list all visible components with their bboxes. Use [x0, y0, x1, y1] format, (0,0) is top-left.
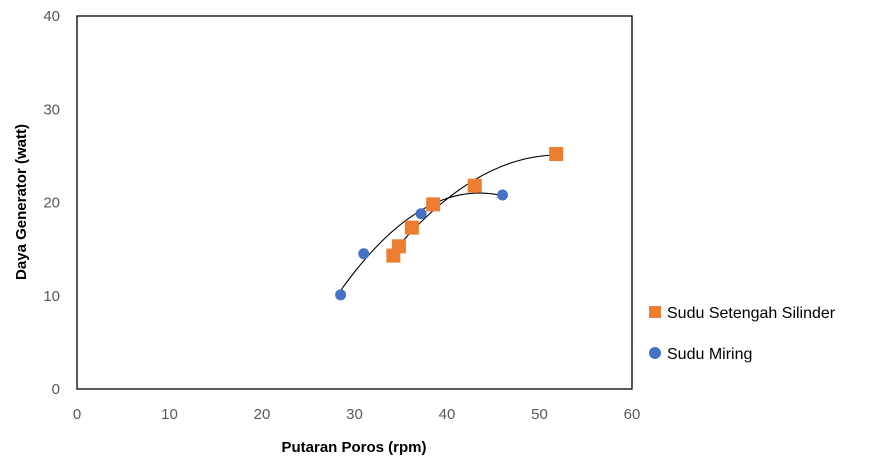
y-tick-label: 10 [43, 288, 60, 305]
legend: Sudu Setengah Silinder Sudu Miring [649, 305, 836, 363]
square-marker [426, 197, 441, 212]
y-axis-title: Daya Generator (watt) [13, 124, 30, 280]
square-marker [467, 178, 482, 193]
legend-marker-circle [649, 347, 661, 359]
circle-marker [415, 208, 427, 220]
legend-label-sudu-miring: Sudu Miring [667, 346, 752, 363]
square-marker [391, 239, 406, 254]
x-tick-label: 50 [531, 406, 548, 423]
legend-item-sudu-setengah-silinder: Sudu Setengah Silinder [649, 305, 836, 322]
plot-area [76, 15, 633, 390]
data-markers [335, 147, 564, 301]
y-tick-label: 40 [43, 8, 60, 25]
x-axis-title: Putaran Poros (rpm) [281, 439, 426, 456]
x-tick-labels: 0 10 20 30 40 50 60 [73, 406, 641, 423]
legend-marker-square [649, 306, 661, 318]
y-tick-label: 0 [52, 381, 60, 398]
y-tick-label: 30 [43, 101, 60, 118]
x-tick-label: 10 [161, 406, 178, 423]
y-tick-labels: 0 10 20 30 40 [43, 8, 60, 398]
x-tick-label: 20 [254, 406, 271, 423]
x-tick-label: 40 [439, 406, 456, 423]
legend-item-sudu-miring: Sudu Miring [649, 346, 752, 363]
circle-marker [335, 289, 347, 301]
circle-marker [497, 189, 508, 201]
square-marker [549, 147, 564, 162]
x-tick-label: 0 [73, 406, 81, 423]
x-tick-label: 60 [624, 406, 641, 423]
x-tick-label: 30 [346, 406, 363, 423]
y-tick-label: 20 [43, 195, 60, 212]
legend-label-sudu-setengah-silinder: Sudu Setengah Silinder [667, 305, 836, 322]
circle-marker [358, 248, 370, 260]
square-marker [404, 220, 419, 235]
